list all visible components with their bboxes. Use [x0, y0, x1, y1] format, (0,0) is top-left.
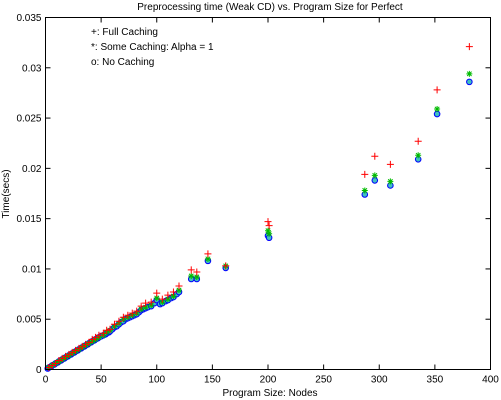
- x-tick-label: 150: [204, 375, 221, 386]
- some-caching-point: [434, 106, 441, 113]
- full-caching-point: [137, 302, 145, 310]
- full-caching-point: [414, 137, 422, 145]
- full-caching-point: [147, 298, 155, 306]
- full-caching-point: [124, 311, 132, 319]
- y-tick-label: 0.025: [16, 114, 41, 125]
- some-caching-point: [193, 273, 200, 280]
- some-caching-point: [266, 230, 273, 237]
- y-tick-label: 0.035: [16, 13, 41, 24]
- some-caching-point: [466, 70, 473, 77]
- full-caching-point: [204, 250, 212, 258]
- x-tick-label: 250: [315, 375, 332, 386]
- x-tick-label: 50: [96, 375, 108, 386]
- x-tick-label: 400: [482, 375, 499, 386]
- some-caching-point: [371, 172, 378, 179]
- no-caching-point: [371, 177, 379, 184]
- legend-entry-full-caching: +: Full Caching: [91, 27, 158, 38]
- full-caching-point: [265, 222, 273, 230]
- y-tick-label: 0.02: [22, 164, 42, 175]
- full-caching-point: [95, 331, 103, 339]
- some-caching-point: [265, 227, 271, 234]
- full-caching-point: [85, 338, 93, 346]
- y-tick-label: 0.005: [16, 315, 41, 326]
- no-caching-point: [433, 110, 441, 118]
- some-caching-point: [188, 272, 195, 279]
- some-caching-point: [142, 304, 149, 311]
- legend-entry-some-caching: *: Some Caching: Alpha = 1: [91, 42, 214, 53]
- full-caching-point: [433, 86, 441, 94]
- y-tick-label: 0.015: [16, 214, 41, 225]
- some-caching-point: [204, 255, 211, 262]
- full-caching-point: [264, 218, 272, 226]
- some-caching-point: [415, 152, 422, 159]
- y-tick-label: 0.03: [22, 63, 42, 74]
- some-caching-point: [153, 295, 160, 302]
- full-caching-point: [222, 262, 230, 270]
- full-caching-point: [103, 326, 111, 334]
- some-caching-point: [361, 187, 368, 194]
- y-tick-label: 0: [36, 365, 42, 376]
- full-caching-point: [361, 170, 369, 178]
- full-caching-point: [128, 309, 136, 317]
- full-caching-point: [386, 160, 394, 168]
- full-caching-point: [115, 317, 123, 325]
- axis-ticks: 0 50 100 150 200 250 300 350 400 0 0.005 0.01 0.015 0…: [16, 13, 499, 386]
- full-caching-point: [371, 152, 379, 160]
- x-tick-label: 350: [427, 375, 444, 386]
- x-axis-label: Program Size: Nodes: [222, 388, 317, 399]
- full-caching-point: [142, 299, 150, 307]
- legend-entry-no-caching: o: No Caching: [91, 57, 154, 68]
- chart-title: Preprocessing time (Weak CD) vs. Program…: [137, 2, 403, 13]
- x-tick-label: 300: [371, 375, 388, 386]
- full-caching-point: [193, 268, 201, 276]
- full-caching-point: [164, 291, 172, 299]
- full-caching-point: [110, 320, 118, 328]
- some-caching-point: [164, 296, 171, 303]
- full-caching-point: [158, 295, 166, 303]
- no-caching-point: [466, 78, 473, 86]
- full-caching-point: [99, 329, 107, 337]
- some-caching-point: [387, 178, 394, 185]
- plot-area: [44, 43, 473, 372]
- full-caching-point: [133, 307, 141, 315]
- full-caching-point: [465, 43, 473, 51]
- x-tick-label: 200: [260, 375, 277, 386]
- some-caching-point: [170, 293, 177, 300]
- full-caching-point: [153, 289, 161, 297]
- full-caching-point: [169, 288, 177, 296]
- full-caching-point: [106, 325, 114, 333]
- full-caching-point: [119, 313, 127, 321]
- full-caching-point: [187, 266, 195, 274]
- full-caching-point: [175, 282, 183, 290]
- y-axis-label: Time(secs): [1, 169, 12, 218]
- y-tick-label: 0.01: [22, 264, 42, 275]
- legend: +: Full Caching *: Some Caching: Alpha =…: [91, 27, 214, 68]
- x-tick-label: 100: [148, 375, 165, 386]
- full-caching-point: [52, 359, 60, 367]
- x-tick-label: 0: [43, 375, 49, 386]
- some-caching-point: [176, 287, 182, 294]
